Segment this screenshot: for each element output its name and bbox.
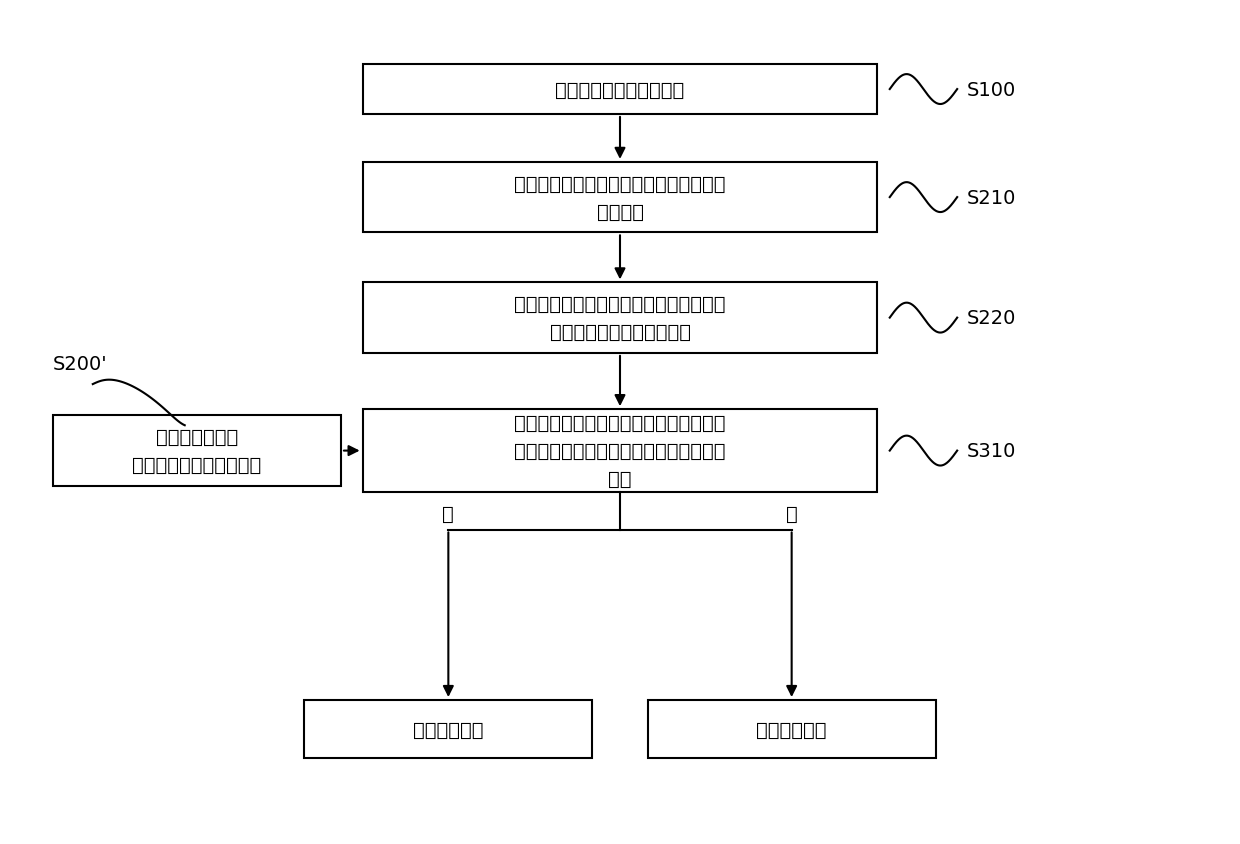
Text: 隐藏模式状态: 隐藏模式状态 bbox=[756, 720, 827, 738]
FancyBboxPatch shape bbox=[362, 283, 878, 354]
Text: 根据输入的指令
获取空调机组的模式参数: 根据输入的指令 获取空调机组的模式参数 bbox=[133, 428, 262, 474]
FancyBboxPatch shape bbox=[647, 700, 936, 758]
Text: 否: 否 bbox=[786, 505, 797, 523]
Text: 解析特性参数，得到特性参数表示的空调
机组类型: 解析特性参数，得到特性参数表示的空调 机组类型 bbox=[515, 175, 725, 221]
FancyBboxPatch shape bbox=[362, 409, 878, 493]
FancyBboxPatch shape bbox=[304, 700, 593, 758]
FancyBboxPatch shape bbox=[362, 163, 878, 233]
FancyBboxPatch shape bbox=[53, 416, 341, 486]
Text: 是: 是 bbox=[443, 505, 454, 523]
Text: 显示模式状态: 显示模式状态 bbox=[413, 720, 484, 738]
FancyBboxPatch shape bbox=[362, 65, 878, 115]
Text: S200': S200' bbox=[53, 354, 108, 373]
Text: S310: S310 bbox=[967, 441, 1017, 461]
Text: S100: S100 bbox=[967, 80, 1017, 100]
Text: S220: S220 bbox=[967, 309, 1017, 327]
Text: S210: S210 bbox=[967, 188, 1017, 208]
Text: 根据预设模式对应关系，判断模式状态是
否为当前空调机组的模式参数对应的模式
状态: 根据预设模式对应关系，判断模式状态是 否为当前空调机组的模式参数对应的模式 状态 bbox=[515, 414, 725, 489]
Text: 根据空调机组类型查询预设模式对应关系
，得到空调机组的模式参数: 根据空调机组类型查询预设模式对应关系 ，得到空调机组的模式参数 bbox=[515, 295, 725, 342]
Text: 获取空调机组的特性参数: 获取空调机组的特性参数 bbox=[556, 80, 684, 100]
